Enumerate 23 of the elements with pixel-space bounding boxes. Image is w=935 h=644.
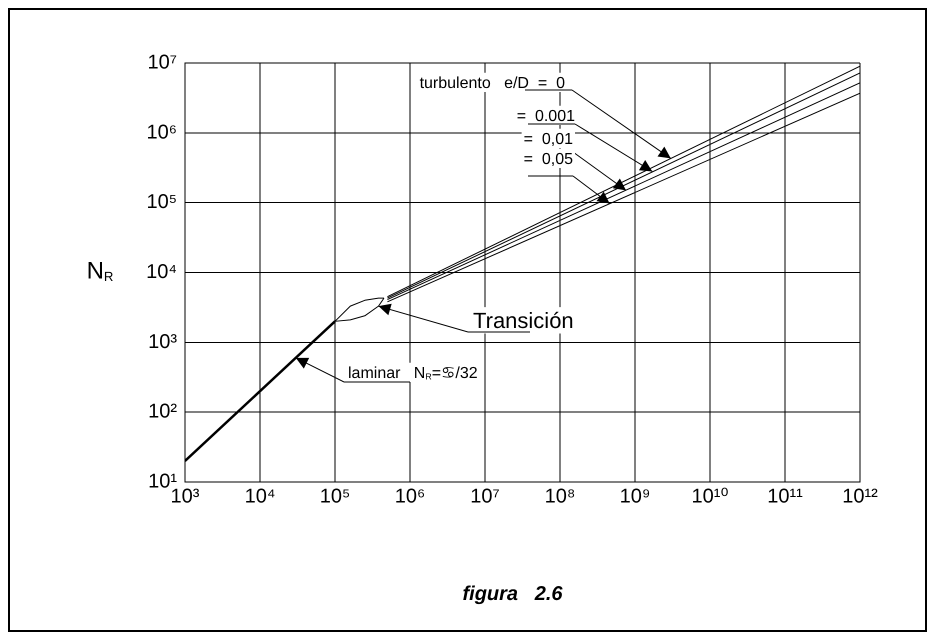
x-tick-label: 10⁴	[244, 486, 276, 508]
y-axis-title: NR	[86, 258, 114, 284]
annotation: Transición	[473, 308, 574, 333]
x-tick-label: 10⁶	[394, 486, 426, 508]
text: figura 2.6	[462, 583, 564, 605]
y-tick-label: 10⁵	[146, 191, 177, 214]
annotation: = 0.001	[516, 108, 576, 125]
x-tick-label: 10⁹	[620, 486, 650, 508]
y-tick-label: 10⁶	[146, 121, 177, 144]
y-tick-label: 10⁴	[146, 261, 177, 284]
y-tick-label: 10⁷	[148, 52, 177, 74]
x-tick-label: 10⁸	[544, 486, 576, 508]
x-tick-label: 10¹²	[842, 486, 878, 508]
annotation: = 0,05	[524, 151, 574, 168]
y-tick-label: 10³	[148, 330, 178, 353]
x-tick-label: 10¹⁰	[692, 486, 728, 508]
x-tick-label: 10⁵	[320, 486, 350, 508]
annotation: = 0,01	[524, 131, 574, 148]
annotation: turbulento e/D = 0	[420, 75, 566, 92]
x-tick-label: 10⁷	[470, 486, 500, 508]
annotation: laminar NR=♋/32	[348, 365, 478, 382]
x-tick-label: 10¹¹	[767, 486, 804, 508]
y-tick-label: 10²	[148, 400, 178, 423]
